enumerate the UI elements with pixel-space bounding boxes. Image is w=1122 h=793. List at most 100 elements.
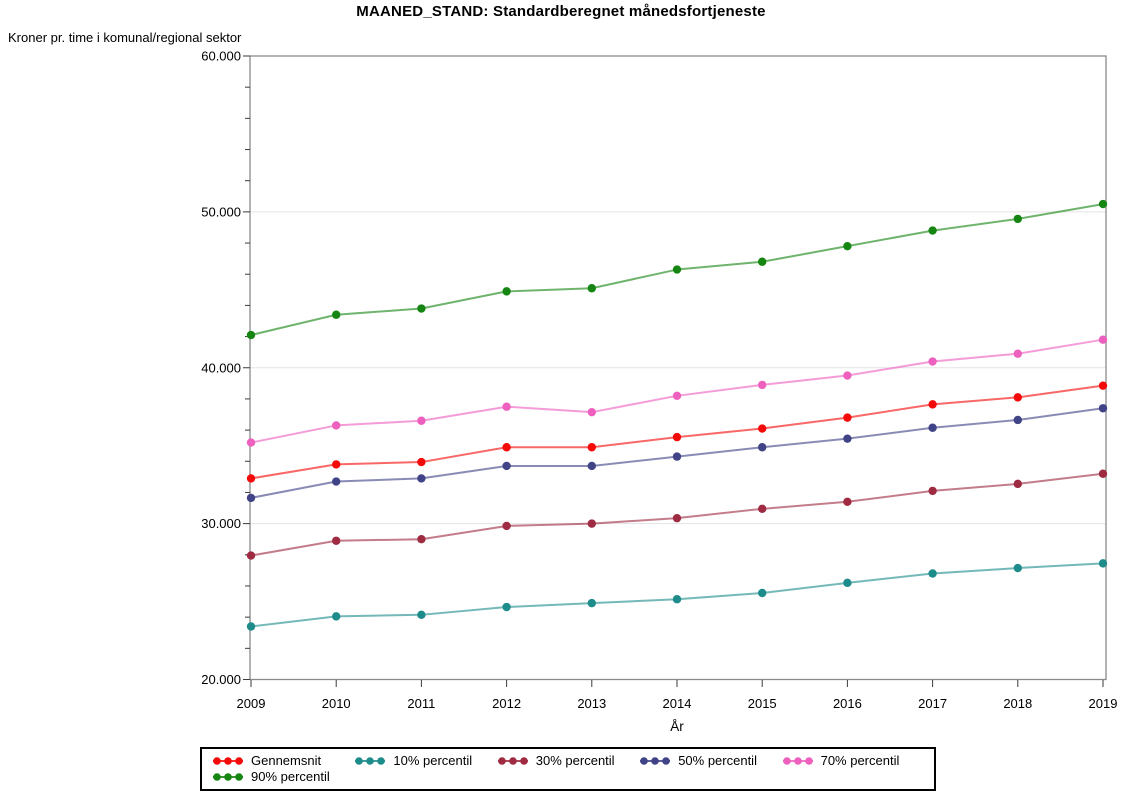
series-marker-70-percentil-2015 (758, 380, 767, 390)
x-tick-label-2015: 2015 (748, 696, 777, 711)
series-marker-gennemsnit-2012 (502, 443, 511, 452)
series-marker-30-percentil-2016 (843, 497, 852, 507)
series-marker-10-percentil-2011 (417, 610, 426, 620)
series-marker-10-percentil-2014 (672, 595, 682, 604)
legend-swatch-dot (224, 756, 232, 765)
legend-item-30-percentil: 30% percentil (497, 753, 639, 768)
series-marker-50-percentil-2009 (246, 493, 256, 503)
legend-swatch-dot (497, 756, 506, 765)
series-marker-30-percentil-2011 (417, 535, 426, 544)
legend: Gennemsnit 10% percentil 30% percentil 50% … (200, 747, 936, 791)
series-marker-90-percentil-2015 (758, 257, 767, 266)
series-marker-50-percentil-2011 (417, 474, 426, 483)
legend-item-50-percentil: 50% percentil (639, 753, 781, 768)
x-tick-label-2019: 2019 (1089, 696, 1118, 711)
series-marker-30-percentil-2018 (1013, 479, 1022, 489)
series-marker-50-percentil-2012 (502, 461, 511, 471)
x-tick-label-2009: 2009 (237, 696, 266, 711)
series-marker-30-percentil-2009 (246, 551, 256, 560)
legend-swatch-dot (519, 756, 528, 765)
series-marker-30-percentil-2015 (758, 504, 767, 514)
series-marker-gennemsnit-2019 (1098, 381, 1108, 390)
legend-swatch-dot (782, 756, 791, 765)
series-marker-30-percentil-2013 (587, 519, 596, 528)
series-marker-50-percentil-2016 (843, 434, 852, 443)
legend-label: 30% percentil (535, 753, 615, 768)
legend-swatch-90-percentil-icon (213, 772, 243, 781)
series-marker-gennemsnit-2009 (246, 474, 256, 483)
series-marker-90-percentil-2010 (332, 310, 341, 319)
series-marker-30-percentil-2017 (928, 486, 937, 496)
x-tick-label-2018: 2018 (1003, 696, 1032, 711)
series-marker-50-percentil-2013 (587, 461, 596, 471)
y-tick-label-30000: 30.000 (201, 516, 241, 531)
x-tick-label-2012: 2012 (492, 696, 521, 711)
series-marker-10-percentil-2016 (843, 578, 852, 588)
legend-swatch-dot (377, 756, 386, 765)
legend-swatch-50-percentil-icon (640, 756, 671, 765)
legend-swatch-dot (235, 756, 243, 765)
series-marker-10-percentil-2013 (587, 598, 596, 608)
series-marker-70-percentil-2018 (1013, 349, 1022, 358)
legend-label: Gennemsnit (251, 753, 322, 768)
series-marker-90-percentil-2013 (587, 284, 596, 293)
x-tick-label-2016: 2016 (833, 696, 862, 711)
series-marker-10-percentil-2019 (1098, 559, 1108, 568)
y-tick-label-60000: 60.000 (201, 49, 241, 64)
series-marker-70-percentil-2014 (672, 391, 682, 401)
series-marker-gennemsnit-2011 (417, 457, 426, 467)
x-tick-label-2017: 2017 (918, 696, 947, 711)
legend-swatch-dot (640, 756, 648, 765)
series-marker-70-percentil-2011 (417, 416, 426, 425)
series-marker-30-percentil-2019 (1098, 469, 1108, 478)
series-marker-70-percentil-2016 (843, 371, 852, 380)
series-marker-50-percentil-2015 (758, 443, 767, 452)
y-axis-title: Kroner pr. time i komunal/regional sekto… (8, 30, 242, 45)
legend-item-70-percentil: 70% percentil (782, 753, 924, 768)
series-marker-gennemsnit-2014 (672, 432, 682, 442)
legend-swatch-dot (804, 756, 813, 765)
legend-label: 50% percentil (678, 753, 757, 768)
series-marker-30-percentil-2012 (502, 521, 511, 531)
chart-title: MAANED_STAND: Standardberegnet månedsfor… (356, 3, 766, 20)
legend-swatch-dot (213, 772, 221, 781)
series-marker-70-percentil-2010 (332, 421, 341, 430)
series-marker-90-percentil-2011 (417, 304, 426, 313)
series-marker-gennemsnit-2010 (332, 460, 341, 469)
x-tick-label-2010: 2010 (322, 696, 351, 711)
series-marker-70-percentil-2013 (587, 407, 596, 417)
legend-row: 90% percentil (212, 769, 924, 784)
legend-swatch-10-percentil-icon (355, 756, 386, 765)
y-tick-label-50000: 50.000 (201, 204, 241, 219)
legend-item-90-percentil: 90% percentil (212, 769, 354, 784)
series-marker-gennemsnit-2016 (843, 413, 852, 422)
series-marker-gennemsnit-2017 (928, 400, 937, 409)
x-tick-label-2014: 2014 (663, 696, 692, 711)
legend-label: 70% percentil (820, 753, 900, 768)
series-marker-70-percentil-2019 (1098, 335, 1108, 344)
series-marker-50-percentil-2014 (672, 452, 682, 461)
series-marker-50-percentil-2017 (928, 423, 937, 432)
series-marker-gennemsnit-2018 (1013, 393, 1022, 402)
series-marker-90-percentil-2016 (843, 241, 852, 251)
legend-swatch-dot (366, 756, 375, 765)
series-marker-90-percentil-2014 (672, 265, 682, 274)
series-marker-10-percentil-2009 (246, 622, 256, 631)
series-marker-10-percentil-2012 (502, 602, 511, 612)
x-axis-title: År (670, 719, 684, 734)
legend-swatch-dot (793, 756, 802, 765)
series-marker-90-percentil-2012 (502, 287, 511, 296)
series-marker-90-percentil-2009 (246, 330, 256, 340)
legend-item-10-percentil: 10% percentil (354, 753, 496, 768)
legend-swatch-30-percentil-icon (497, 756, 528, 765)
series-marker-50-percentil-2010 (332, 477, 341, 486)
series-marker-90-percentil-2017 (928, 226, 937, 235)
x-tick-label-2013: 2013 (577, 696, 606, 711)
series-marker-30-percentil-2014 (672, 513, 682, 523)
legend-item-gennemsnit: Gennemsnit (212, 753, 354, 768)
legend-swatch-dot (213, 756, 221, 765)
series-line-10-percentil (250, 562, 1104, 628)
series-marker-10-percentil-2018 (1013, 563, 1022, 573)
series-marker-10-percentil-2015 (758, 588, 767, 598)
series-marker-50-percentil-2018 (1013, 415, 1022, 425)
